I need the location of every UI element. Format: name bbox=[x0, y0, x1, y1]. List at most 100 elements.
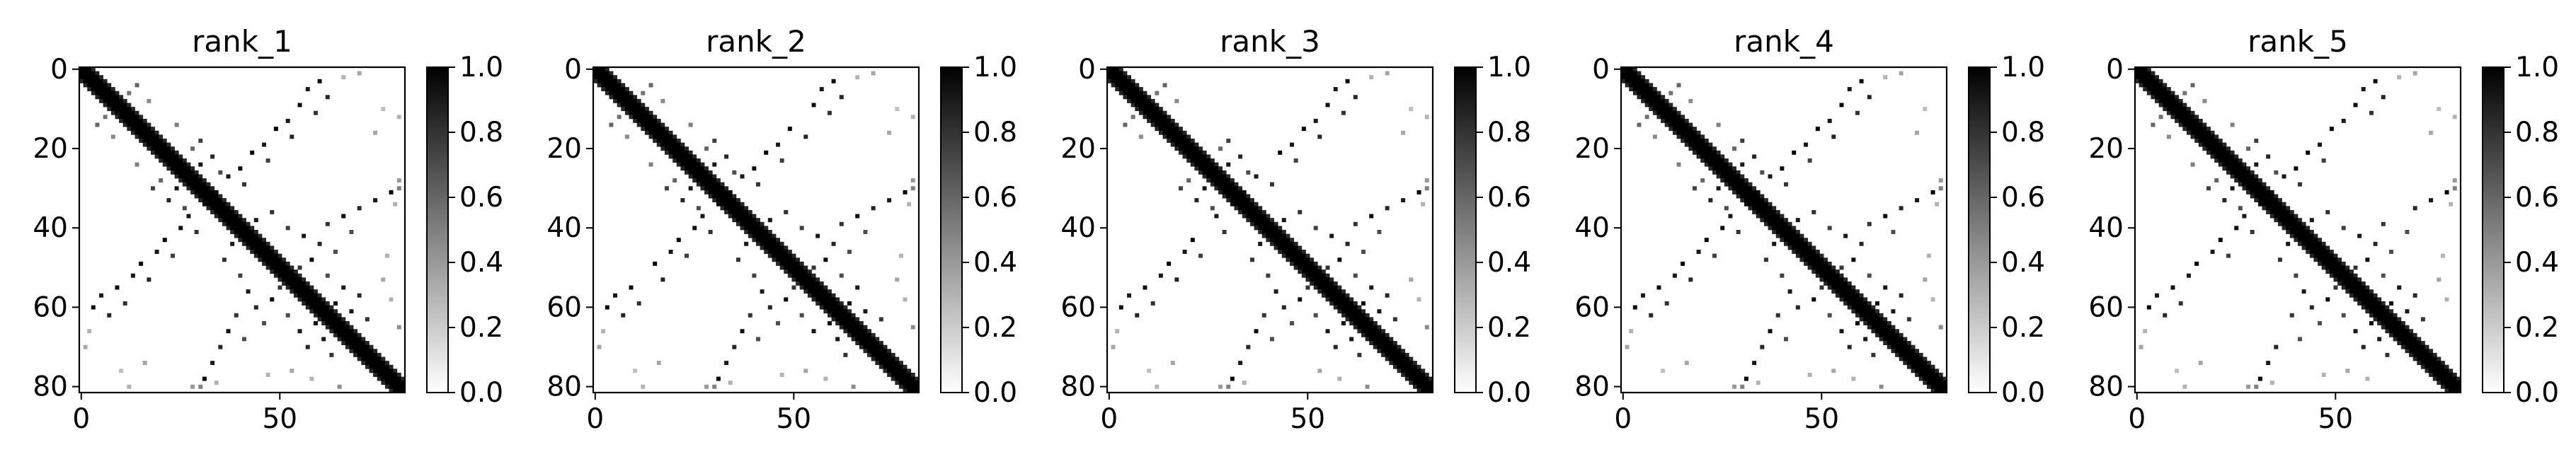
heatmap-cell bbox=[2313, 257, 2318, 262]
heatmap-cell bbox=[907, 202, 911, 207]
heatmap-cell bbox=[784, 245, 788, 250]
heatmap-cell bbox=[2421, 353, 2425, 357]
heatmap-cell bbox=[736, 214, 740, 219]
heatmap-cell bbox=[2325, 269, 2330, 274]
heatmap-cell bbox=[111, 107, 115, 111]
heatmap-cell bbox=[1811, 265, 1816, 269]
heatmap-cell bbox=[1836, 286, 1840, 290]
heatmap-cell bbox=[2357, 297, 2362, 301]
heatmap-cell bbox=[1167, 123, 1171, 127]
heatmap-cell bbox=[1792, 250, 1796, 254]
heatmap-cell bbox=[2226, 254, 2231, 258]
heatmap-cell bbox=[2325, 257, 2330, 262]
heatmap-cell bbox=[1677, 134, 1681, 139]
heatmap-cell bbox=[887, 361, 891, 365]
heatmap-cell bbox=[95, 83, 99, 87]
heatmap-cell bbox=[1159, 131, 1163, 135]
heatmap-cell bbox=[1163, 134, 1167, 139]
heatmap-cell bbox=[1848, 286, 1852, 290]
heatmap-cell bbox=[653, 123, 657, 127]
heatmap-cell bbox=[131, 119, 135, 123]
heatmap-cell bbox=[1385, 353, 1390, 357]
heatmap-cell bbox=[163, 143, 167, 147]
heatmap-cell bbox=[127, 119, 131, 123]
heatmap-cell bbox=[1421, 377, 1425, 381]
heatmap-cell bbox=[1290, 250, 1294, 254]
heatmap-cell bbox=[2429, 198, 2433, 202]
heatmap-cell bbox=[151, 127, 155, 131]
heatmap-cell bbox=[286, 274, 290, 278]
heatmap-cell bbox=[242, 234, 246, 238]
heatmap-cell bbox=[2306, 230, 2310, 234]
heatmap-cell bbox=[1203, 154, 1207, 158]
heatmap-cell bbox=[1163, 119, 1167, 123]
heatmap-cell bbox=[1708, 163, 1712, 167]
heatmap-cell bbox=[326, 325, 330, 330]
heatmap-cell bbox=[238, 214, 242, 219]
heatmap-cell bbox=[1843, 286, 1848, 290]
heatmap-cell bbox=[1405, 357, 1409, 361]
heatmap-cell bbox=[2206, 139, 2211, 143]
heatmap-cell bbox=[2254, 198, 2258, 202]
heatmap-cell bbox=[855, 286, 859, 290]
heatmap-cell bbox=[828, 289, 832, 294]
heatmap-cell bbox=[2354, 294, 2358, 298]
heatmap-cell bbox=[302, 282, 306, 286]
heatmap-cell bbox=[2409, 353, 2413, 357]
heatmap-cell bbox=[333, 301, 338, 306]
heatmap-cell bbox=[2234, 178, 2238, 182]
heatmap-cell bbox=[641, 123, 645, 127]
heatmap-cell bbox=[2222, 198, 2226, 202]
heatmap-cell bbox=[2377, 301, 2381, 306]
heatmap-cell bbox=[238, 166, 242, 170]
heatmap-cell bbox=[815, 301, 820, 306]
heatmap-cell bbox=[2413, 357, 2417, 361]
heatmap-cell bbox=[1401, 369, 1405, 373]
heatmap-cell bbox=[222, 206, 227, 210]
heatmap-cell bbox=[1860, 297, 1864, 301]
heatmap-cell bbox=[2286, 218, 2290, 222]
heatmap-cell bbox=[665, 151, 669, 155]
heatmap-cell bbox=[2286, 222, 2290, 226]
heatmap-cell bbox=[1111, 83, 1116, 87]
heatmap-cell bbox=[298, 294, 302, 298]
heatmap-cell bbox=[1310, 282, 1314, 286]
heatmap-cell bbox=[1804, 254, 1808, 258]
heatmap-cell bbox=[832, 242, 836, 246]
heatmap-cell bbox=[1206, 166, 1210, 170]
heatmap-cell bbox=[370, 369, 374, 373]
heatmap-cell bbox=[1633, 91, 1637, 95]
heatmap-cell bbox=[1413, 377, 1417, 381]
heatmap-cell bbox=[1163, 83, 1167, 87]
heatmap-cell bbox=[1151, 107, 1155, 111]
heatmap-cell bbox=[1230, 186, 1235, 190]
heatmap-cell bbox=[2250, 190, 2255, 195]
heatmap-cell bbox=[883, 349, 888, 353]
heatmap-cell bbox=[1274, 238, 1278, 242]
heatmap-cell bbox=[166, 198, 171, 202]
heatmap-cell bbox=[1357, 329, 1361, 333]
heatmap-cell bbox=[1135, 107, 1139, 111]
heatmap-cell bbox=[1935, 377, 1939, 381]
heatmap-cell bbox=[625, 134, 629, 139]
heatmap-cell bbox=[1270, 234, 1274, 238]
heatmap-cell bbox=[2318, 242, 2322, 246]
heatmap-cell bbox=[2389, 309, 2393, 313]
heatmap-cell bbox=[119, 107, 123, 111]
heatmap-cell bbox=[329, 306, 333, 310]
heatmap-cell bbox=[1159, 107, 1163, 111]
heatmap-cell bbox=[2342, 274, 2346, 278]
heatmap-cell bbox=[183, 206, 187, 210]
heatmap-cell bbox=[796, 257, 800, 262]
heatmap-cell bbox=[2381, 95, 2386, 99]
heatmap-cell bbox=[163, 139, 167, 143]
heatmap-cell bbox=[2202, 139, 2206, 143]
heatmap-cell bbox=[1366, 329, 1370, 333]
heatmap-cell bbox=[1911, 345, 1916, 349]
heatmap-cell bbox=[1405, 353, 1409, 357]
heatmap-cell bbox=[1385, 333, 1390, 337]
heatmap-cell bbox=[2298, 234, 2302, 238]
heatmap-cell bbox=[1824, 269, 1828, 274]
panel-title: rank_5 bbox=[2248, 24, 2348, 59]
heatmap-cell bbox=[2179, 301, 2183, 306]
